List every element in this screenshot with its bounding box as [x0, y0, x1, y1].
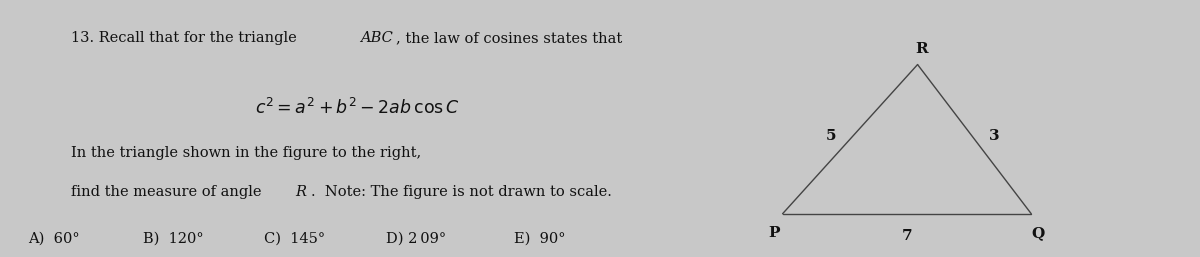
Text: 3: 3	[989, 128, 1000, 143]
Text: 7: 7	[901, 229, 912, 243]
Text: 13. Recall that for the triangle: 13. Recall that for the triangle	[72, 31, 301, 45]
Text: P: P	[768, 226, 780, 240]
Text: .  Note: The figure is not drawn to scale.: . Note: The figure is not drawn to scale…	[311, 185, 612, 199]
Text: , the law of cosines states that: , the law of cosines states that	[396, 31, 623, 45]
Text: find the measure of angle: find the measure of angle	[72, 185, 266, 199]
Text: ABC: ABC	[360, 31, 394, 45]
Text: $c^2 = a^2 + b^2 - 2ab\,\cos C$: $c^2 = a^2 + b^2 - 2ab\,\cos C$	[254, 98, 460, 118]
Text: A)  60°: A) 60°	[29, 231, 80, 245]
Text: C)  145°: C) 145°	[264, 231, 325, 245]
Text: 5: 5	[826, 128, 835, 143]
Text: In the triangle shown in the figure to the right,: In the triangle shown in the figure to t…	[72, 146, 421, 160]
Text: B)  120°: B) 120°	[143, 231, 204, 245]
Text: E)  90°: E) 90°	[514, 231, 565, 245]
Text: R: R	[914, 42, 928, 56]
Text: Q: Q	[1032, 226, 1045, 240]
Text: D) 2 09°: D) 2 09°	[385, 231, 445, 245]
Text: R: R	[295, 185, 306, 199]
